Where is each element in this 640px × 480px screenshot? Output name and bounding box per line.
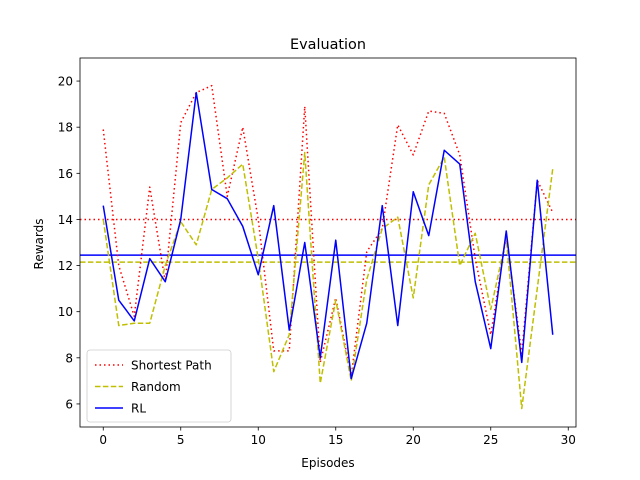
x-tick-label: 5 (177, 433, 185, 447)
y-tick-label: 14 (58, 213, 73, 227)
series-line-shortest-path (102, 84, 554, 378)
x-axis-label: Episodes (301, 456, 354, 470)
y-axis-label: Rewards (32, 219, 46, 270)
y-tick-label: 8 (65, 351, 73, 365)
x-tick-label: 25 (483, 433, 498, 447)
y-tick-label: 20 (58, 75, 73, 89)
legend-box (86, 349, 232, 423)
x-tick-label: 10 (251, 433, 266, 447)
x-tick-label: 20 (406, 433, 421, 447)
legend-label-random: Random (131, 380, 181, 394)
axes-frame (79, 57, 577, 428)
chart-title: Evaluation (290, 37, 366, 53)
x-tick-label: 0 (99, 433, 107, 447)
y-tick-label: 6 (65, 397, 73, 411)
x-tick-label: 15 (328, 433, 343, 447)
y-tick-label: 16 (58, 167, 73, 181)
plot-area: 0 5 10 15 20 25 30 6 8 10 12 14 16 18 20 Shortest Path R… (58, 57, 577, 447)
y-tick-label: 12 (58, 259, 73, 273)
y-tick-label: 10 (58, 305, 73, 319)
y-tick-label: 18 (58, 121, 73, 135)
x-tick-label: 30 (561, 433, 576, 447)
legend-label-rl: RL (131, 402, 146, 416)
legend-label-shortest-path: Shortest Path (131, 359, 212, 373)
series-line-rl (102, 91, 554, 380)
series-line-random (102, 151, 554, 410)
